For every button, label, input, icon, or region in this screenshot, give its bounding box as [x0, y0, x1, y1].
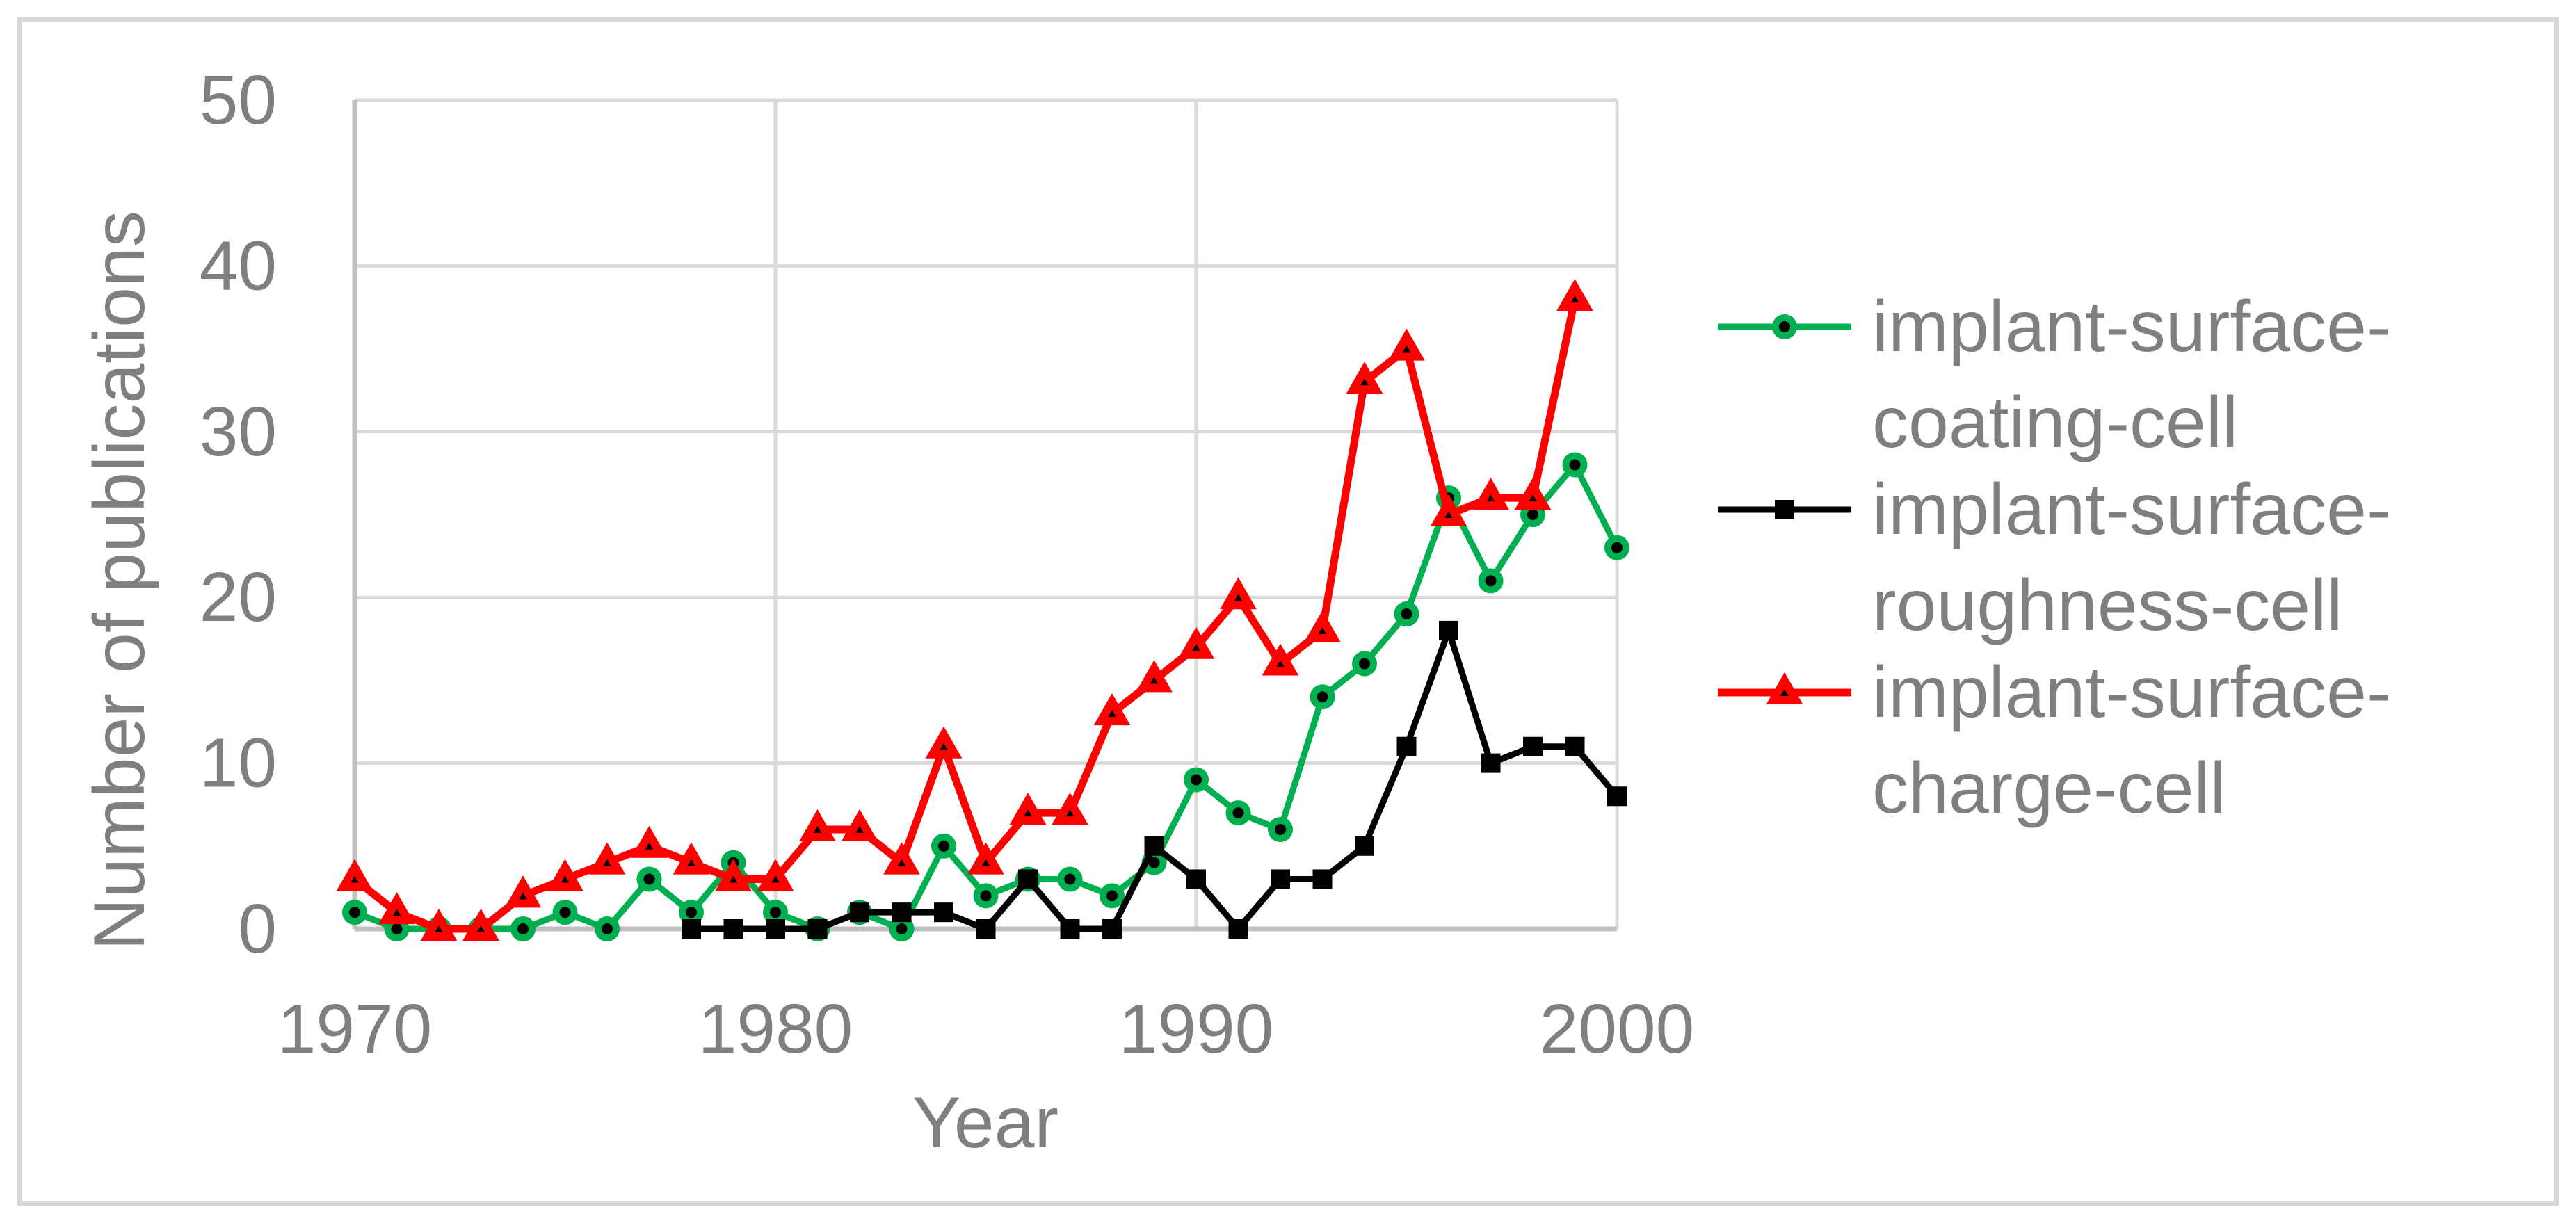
marker-square-implant-surface-roughness-cell-1981: [807, 919, 828, 939]
marker-triangle-implant-surface-charge-cell-1988: [1093, 693, 1131, 726]
marker-circle-implant-surface-coating-cell-1984: [931, 833, 956, 859]
marker-triangle-implant-surface-charge-cell-1989: [1136, 660, 1173, 693]
marker-square-implant-surface-roughness-cell-1998: [1523, 736, 1543, 756]
marker-circle-implant-surface-coating-cell-1977: [636, 866, 662, 892]
marker-triangle-implant-surface-charge-cell-1981: [799, 809, 836, 841]
marker-circle-implant-surface-coating-cell-1992: [1268, 816, 1293, 842]
marker-square-implant-surface-roughness-cell-1978: [682, 919, 701, 939]
legend-label-implant-surface-charge-cell-line1: implant-surface-: [1872, 652, 2391, 733]
marker-circle-implant-surface-coating-cell-1974: [510, 916, 536, 941]
marker-square-implant-surface-roughness-cell-1995: [1396, 736, 1417, 756]
legend-label-implant-surface-roughness-cell-line1: implant-surface-: [1872, 469, 2391, 550]
y-tick-label-20: 20: [200, 558, 277, 636]
marker-triangle-implant-surface-charge-cell-1986: [1009, 793, 1047, 825]
marker-circle-implant-surface-coating-cell-1993: [1310, 684, 1335, 710]
marker-square-implant-surface-roughness-cell-1992: [1271, 869, 1290, 889]
marker-triangle-implant-surface-charge-cell-1985: [967, 842, 1004, 875]
marker-triangle-implant-surface-charge-cell-1979: [715, 859, 752, 891]
marker-circle-implant-surface-coating-cell-1988: [1100, 883, 1125, 909]
marker-square-implant-surface-roughness-cell-1990: [1186, 869, 1206, 889]
marker-square-implant-surface-roughness-cell-1980: [766, 919, 785, 939]
marker-triangle-implant-surface-charge-cell-1992: [1262, 643, 1299, 676]
marker-triangle-implant-surface-charge-cell-1987: [1052, 793, 1088, 825]
y-tick-label-10: 10: [200, 724, 277, 802]
y-tick-label-0: 0: [238, 890, 277, 968]
marker-square-implant-surface-roughness-cell-1982: [850, 902, 869, 923]
legend-marker-implant-surface-coating-cell: [1772, 314, 1797, 339]
marker-triangle-implant-surface-charge-cell-1971: [378, 892, 415, 925]
x-tick-label-2000: 2000: [1540, 990, 1694, 1068]
marker-triangle-implant-surface-charge-cell-1993: [1304, 610, 1341, 642]
marker-triangle-implant-surface-charge-cell-1984: [925, 726, 963, 759]
legend-marker-implant-surface-charge-cell: [1766, 672, 1803, 704]
marker-triangle-implant-surface-charge-cell-1976: [588, 842, 626, 875]
legend-label-implant-surface-roughness-cell-line2: roughness-cell: [1872, 565, 2342, 646]
marker-circle-implant-surface-coating-cell-1980: [763, 900, 788, 925]
marker-square-implant-surface-roughness-cell-1985: [976, 919, 996, 939]
marker-square-implant-surface-roughness-cell-1989: [1144, 836, 1164, 856]
marker-circle-implant-surface-coating-cell-1983: [889, 916, 915, 941]
marker-circle-implant-surface-coating-cell-1990: [1184, 767, 1209, 793]
marker-circle-implant-surface-coating-cell-1978: [679, 900, 704, 925]
marker-triangle-implant-surface-charge-cell-1990: [1177, 626, 1215, 659]
x-tick-label-1990: 1990: [1119, 990, 1273, 1068]
marker-square-implant-surface-roughness-cell-1984: [934, 902, 953, 923]
marker-circle-implant-surface-coating-cell-1970: [342, 900, 367, 925]
y-tick-label-30: 30: [200, 393, 277, 471]
marker-circle-implant-surface-coating-cell-1999: [1562, 452, 1588, 478]
marker-triangle-implant-surface-charge-cell-1977: [631, 825, 668, 858]
marker-triangle-implant-surface-charge-cell-1972: [420, 908, 458, 941]
marker-triangle-implant-surface-charge-cell-1983: [883, 842, 920, 875]
marker-circle-implant-surface-coating-cell-1976: [595, 916, 620, 941]
marker-circle-implant-surface-coating-cell-1991: [1225, 800, 1251, 826]
marker-triangle-implant-surface-charge-cell-1978: [673, 842, 710, 875]
y-axis-title: Number of publications: [79, 211, 160, 950]
marker-triangle-implant-surface-charge-cell-1970: [336, 859, 373, 891]
marker-square-implant-surface-roughness-cell-1994: [1355, 836, 1374, 856]
marker-square-implant-surface-roughness-cell-2000: [1607, 786, 1627, 807]
marker-triangle-implant-surface-charge-cell-1999: [1556, 278, 1593, 311]
marker-triangle-implant-surface-charge-cell-1997: [1472, 478, 1509, 510]
marker-circle-implant-surface-coating-cell-1995: [1394, 601, 1419, 627]
marker-circle-implant-surface-coating-cell-1994: [1352, 651, 1377, 677]
marker-square-implant-surface-roughness-cell-1979: [723, 919, 743, 939]
marker-triangle-implant-surface-charge-cell-1973: [462, 908, 499, 941]
y-tick-label-50: 50: [200, 61, 277, 139]
marker-square-implant-surface-roughness-cell-1993: [1312, 869, 1333, 889]
y-tick-label-40: 40: [200, 227, 277, 305]
marker-circle-implant-surface-coating-cell-1985: [973, 883, 999, 909]
legend-marker-implant-surface-roughness-cell: [1775, 500, 1794, 519]
marker-circle-implant-surface-coating-cell-2000: [1604, 535, 1629, 560]
marker-triangle-implant-surface-charge-cell-1996: [1430, 494, 1467, 526]
legend-label-implant-surface-coating-cell-line2: coating-cell: [1872, 382, 2238, 463]
series-line-implant-surface-charge-cell: [351, 295, 1579, 933]
marker-square-implant-surface-roughness-cell-1997: [1481, 753, 1501, 773]
marker-triangle-implant-surface-charge-cell-1975: [547, 859, 583, 891]
marker-triangle-implant-surface-charge-cell-1998: [1514, 478, 1552, 510]
marker-square-implant-surface-roughness-cell-1996: [1439, 620, 1458, 640]
marker-triangle-implant-surface-charge-cell-1995: [1388, 328, 1425, 361]
marker-square-implant-surface-roughness-cell-1986: [1018, 869, 1038, 889]
marker-square-implant-surface-roughness-cell-1999: [1565, 736, 1585, 756]
marker-triangle-implant-surface-charge-cell-1991: [1220, 577, 1257, 610]
marker-circle-implant-surface-coating-cell-1975: [552, 900, 578, 925]
marker-square-implant-surface-roughness-cell-1988: [1102, 919, 1122, 939]
marker-triangle-implant-surface-charge-cell-1980: [757, 859, 794, 891]
marker-square-implant-surface-roughness-cell-1983: [892, 902, 912, 923]
marker-triangle-implant-surface-charge-cell-1994: [1346, 362, 1383, 394]
marker-triangle-implant-surface-charge-cell-1974: [504, 875, 542, 908]
x-tick-label-1970: 1970: [277, 990, 432, 1068]
marker-circle-implant-surface-coating-cell-1997: [1478, 568, 1504, 594]
marker-square-implant-surface-roughness-cell-1987: [1060, 919, 1080, 939]
legend-label-implant-surface-charge-cell-line2: charge-cell: [1872, 748, 2226, 829]
x-tick-label-1980: 1980: [698, 990, 853, 1068]
x-axis-title: Year: [912, 1083, 1058, 1163]
chart-border: [17, 17, 2559, 1206]
marker-circle-implant-surface-coating-cell-1987: [1057, 866, 1083, 892]
marker-square-implant-surface-roughness-cell-1991: [1228, 919, 1248, 939]
legend-label-implant-surface-coating-cell-line1: implant-surface-: [1872, 286, 2391, 367]
marker-triangle-implant-surface-charge-cell-1982: [841, 809, 878, 841]
